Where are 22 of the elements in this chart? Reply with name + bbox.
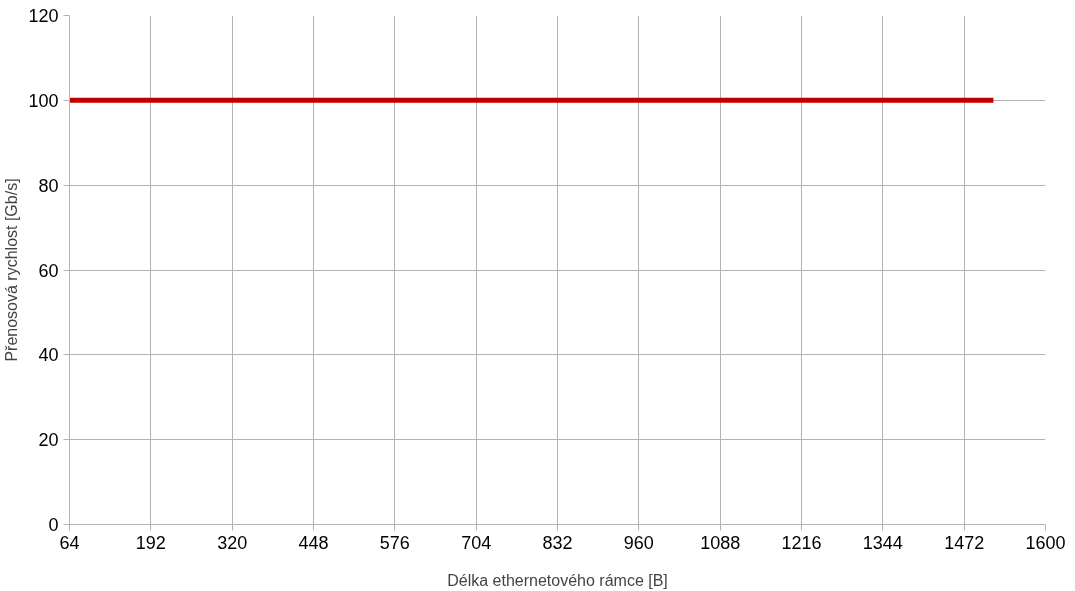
y-tick-label: 80 — [38, 175, 59, 196]
y-tick-label: 100 — [28, 90, 59, 111]
x-tick-label: 320 — [217, 532, 248, 553]
x-axis-title: Délka ethernetového rámce [B] — [447, 571, 668, 589]
x-tick-label: 1088 — [700, 532, 741, 553]
y-tick-label: 20 — [38, 430, 59, 451]
y-axis-title: Přenosová rychlost [Gb/s] — [3, 178, 21, 362]
x-tick-label: 192 — [135, 532, 166, 553]
x-tick-label: 960 — [623, 532, 654, 553]
x-tick-label: 1600 — [1025, 532, 1066, 553]
y-tick-label: 0 — [48, 515, 59, 535]
x-tick-label: 832 — [542, 532, 573, 553]
x-tick-label: 576 — [379, 532, 410, 553]
y-tick-label: 60 — [38, 260, 59, 281]
x-tick-label: 448 — [298, 532, 329, 553]
x-tick-label: 1344 — [862, 532, 903, 553]
y-tick-label: 40 — [38, 345, 59, 366]
x-tick-label: 1216 — [781, 532, 822, 553]
y-tick-label: 120 — [28, 6, 59, 26]
x-tick-label: 64 — [59, 532, 80, 553]
x-tick-label: 1472 — [944, 532, 985, 553]
x-tick-label: 704 — [461, 532, 492, 553]
